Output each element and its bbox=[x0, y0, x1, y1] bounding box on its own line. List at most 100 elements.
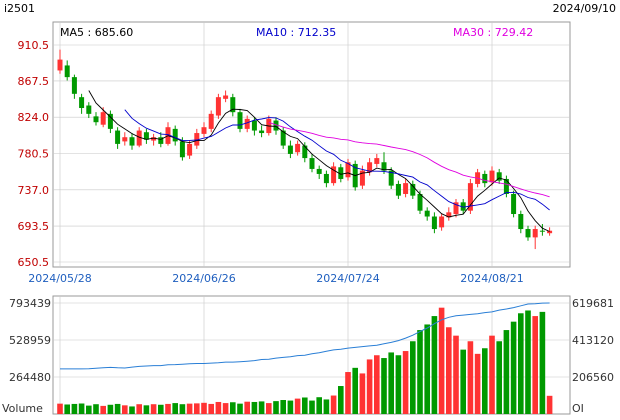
candle-body bbox=[208, 113, 214, 129]
candle-body bbox=[280, 130, 286, 146]
volume-bar bbox=[431, 316, 438, 414]
volume-bar bbox=[244, 401, 250, 414]
price-axis-ticks: 910.5 867.5 824.0 780.5 737.0 693.5 650.5 bbox=[18, 39, 50, 269]
volume-bar bbox=[482, 348, 488, 414]
candle-body bbox=[273, 120, 279, 131]
candle-body bbox=[179, 141, 185, 158]
volume-bar bbox=[460, 349, 466, 414]
price-tick-label: 780.5 bbox=[18, 148, 50, 161]
candle-body bbox=[64, 65, 70, 78]
volume-bar bbox=[100, 405, 106, 414]
candle-body bbox=[532, 229, 538, 238]
candle-body bbox=[338, 167, 344, 179]
price-tick-label: 867.5 bbox=[18, 75, 50, 88]
volume-bar bbox=[93, 404, 99, 414]
moving-averages bbox=[88, 90, 550, 232]
volume-bar bbox=[208, 403, 214, 414]
symbol-label: i2501 bbox=[4, 2, 35, 15]
candle-body bbox=[230, 97, 236, 113]
volume-tick-label: 793439 bbox=[9, 297, 51, 310]
candlesticks bbox=[57, 49, 553, 250]
candle-body bbox=[107, 113, 113, 129]
oi-axis-title: OI bbox=[572, 402, 584, 415]
volume-axis-title: Volume bbox=[2, 402, 43, 415]
candle-body bbox=[460, 202, 466, 211]
volume-bar bbox=[150, 404, 157, 414]
candle-body bbox=[547, 230, 553, 234]
volume-bar bbox=[114, 403, 121, 414]
candle-body bbox=[403, 183, 409, 194]
grid bbox=[53, 22, 570, 414]
volume-bar bbox=[258, 401, 265, 414]
candle-body bbox=[431, 216, 437, 230]
volume-bar bbox=[273, 401, 279, 414]
candle-body bbox=[316, 168, 322, 174]
volume-bar bbox=[345, 372, 351, 414]
candle-body bbox=[201, 127, 207, 134]
price-tick-label: 737.0 bbox=[18, 184, 50, 197]
candle-body bbox=[496, 172, 502, 181]
volume-bar bbox=[251, 401, 258, 414]
volume-bar bbox=[496, 341, 502, 414]
price-tick-label: 824.0 bbox=[18, 111, 50, 124]
candle-body bbox=[172, 128, 178, 142]
date-tick-label: 2024/07/24 bbox=[316, 272, 379, 285]
volume-bar bbox=[186, 403, 193, 414]
candle-body bbox=[518, 214, 524, 230]
volume-bar bbox=[352, 367, 358, 414]
volume-bar bbox=[237, 403, 243, 414]
candle-body bbox=[143, 132, 149, 140]
volume-bar bbox=[172, 403, 178, 414]
volume-axis-ticks: 793439 528959 264480 619681 413120 206560 bbox=[9, 297, 614, 384]
volume-bar bbox=[122, 405, 128, 414]
candle-body bbox=[345, 162, 351, 178]
candle-body bbox=[129, 137, 135, 146]
candle-body bbox=[395, 183, 401, 196]
candle-body bbox=[287, 145, 293, 154]
volume-bar bbox=[388, 352, 394, 414]
volume-bar bbox=[143, 405, 150, 414]
candle-body bbox=[489, 170, 495, 183]
volume-bar bbox=[179, 404, 186, 414]
volume-bar bbox=[107, 404, 114, 414]
candle-body bbox=[424, 210, 430, 217]
candle-body bbox=[93, 116, 99, 123]
candle-body bbox=[215, 97, 221, 116]
volume-bars bbox=[57, 307, 553, 414]
volume-bar bbox=[338, 386, 344, 414]
candle-body bbox=[482, 173, 488, 184]
candle-body bbox=[57, 59, 63, 71]
candle-body bbox=[136, 130, 142, 146]
volume-bar bbox=[129, 406, 135, 414]
volume-tick-label: 528959 bbox=[9, 334, 51, 347]
volume-bar bbox=[316, 397, 322, 414]
oi-tick-label: 206560 bbox=[572, 371, 614, 384]
volume-bar bbox=[546, 395, 553, 414]
volume-bar bbox=[194, 403, 200, 414]
candle-body bbox=[158, 137, 164, 144]
candle-body bbox=[295, 143, 301, 153]
candle-body bbox=[511, 193, 517, 215]
oi-tick-label: 619681 bbox=[572, 297, 614, 310]
volume-bar bbox=[302, 397, 308, 414]
volume-bar bbox=[474, 353, 481, 414]
volume-bar bbox=[287, 400, 294, 414]
volume-bar bbox=[222, 403, 229, 414]
volume-bar bbox=[78, 403, 85, 414]
candle-body bbox=[453, 202, 459, 215]
volume-bar bbox=[374, 355, 380, 414]
candle-body bbox=[367, 162, 373, 173]
volume-bar bbox=[438, 307, 445, 414]
candle-body bbox=[86, 105, 92, 114]
candle-body bbox=[374, 158, 380, 164]
volume-bar bbox=[158, 404, 164, 414]
candle-body bbox=[259, 130, 265, 134]
price-tick-label: 650.5 bbox=[18, 256, 50, 269]
candle-body bbox=[194, 133, 200, 146]
candle-body bbox=[381, 162, 387, 171]
candle-body bbox=[525, 229, 531, 238]
candle-body bbox=[100, 112, 106, 125]
volume-bar bbox=[323, 399, 330, 414]
date-tick-label: 2024/06/26 bbox=[172, 272, 235, 285]
volume-bar bbox=[230, 402, 236, 414]
